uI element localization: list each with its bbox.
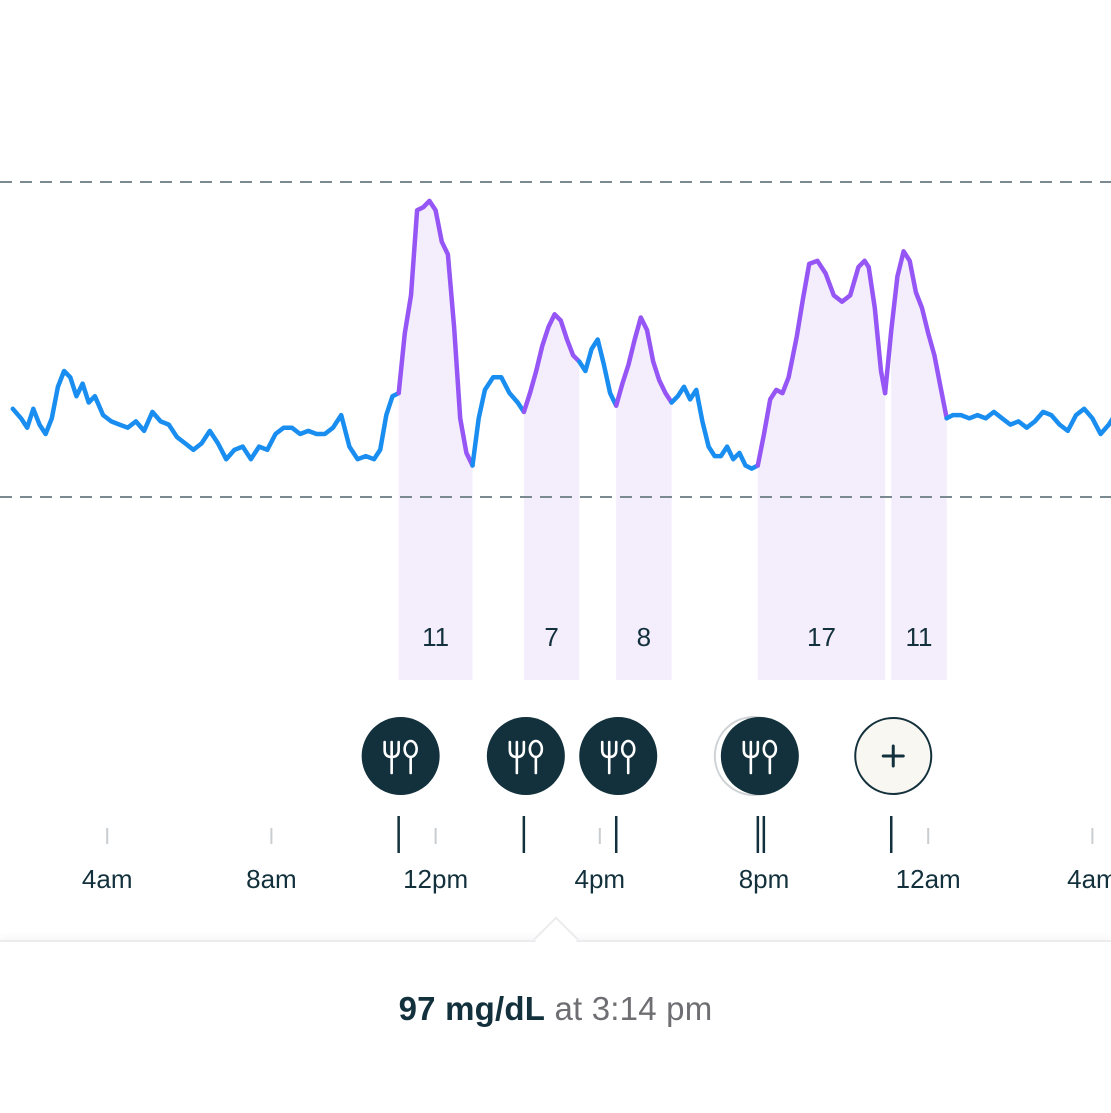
glucose-series xyxy=(10,198,1111,471)
x-tick-label-2: 8am xyxy=(246,864,297,894)
glucose-line-segment-6 xyxy=(613,315,674,408)
glucose-line-segment-5 xyxy=(577,337,619,408)
glucose-reading: 97 mg/dL at 3:14 pm xyxy=(0,990,1111,1028)
fork-knife-icon xyxy=(742,739,778,775)
meal-score-5: 11 xyxy=(906,622,933,652)
meal-windows xyxy=(398,200,947,681)
meal-window-3 xyxy=(616,317,672,680)
meal-marker-3[interactable] xyxy=(579,717,658,795)
meal-score-2: 7 xyxy=(544,622,558,652)
fork-knife-icon xyxy=(383,739,418,775)
glucose-line-segment-4 xyxy=(521,312,582,415)
x-tick-label-1: 4am xyxy=(82,864,133,894)
fork-knife-icon xyxy=(508,739,544,775)
target-range-lines xyxy=(0,181,1111,498)
glucose-line-segment-7 xyxy=(669,384,761,471)
glucose-line-segment-1 xyxy=(10,368,401,462)
glucose-line-segment-3 xyxy=(470,375,527,468)
meal-scores: 11 7 8 17 11 xyxy=(422,622,932,652)
meal-score-4: 17 xyxy=(807,622,836,652)
x-tick-label-4: 4pm xyxy=(575,864,626,894)
meal-score-1: 11 xyxy=(422,622,449,652)
reading-value: 97 mg/dL xyxy=(398,990,546,1027)
glucose-line-segment-8 xyxy=(755,258,888,468)
glucose-line-segment-2 xyxy=(396,198,475,468)
x-tick-label-6: 12am xyxy=(896,864,961,894)
x-tick-label-5: 8pm xyxy=(739,864,790,894)
add-meal-button[interactable] xyxy=(854,717,933,795)
meal-marker-4[interactable] xyxy=(713,716,799,796)
meal-window-4 xyxy=(757,260,886,680)
meal-score-3: 8 xyxy=(637,622,651,652)
glucose-line-segment-9 xyxy=(882,249,949,421)
fork-knife-icon xyxy=(600,739,636,775)
time-axis: 4am 8am 12pm 4pm 8pm 12am 4am xyxy=(82,816,1111,894)
meal-window-1 xyxy=(398,200,473,680)
meal-markers[interactable] xyxy=(361,716,933,796)
x-tick-label-7: 4am xyxy=(1067,864,1111,894)
meal-marker-1[interactable] xyxy=(361,717,440,795)
meal-window-5 xyxy=(891,251,947,681)
glucose-line-segment-10 xyxy=(944,406,1111,437)
meal-marker-2[interactable] xyxy=(486,717,565,795)
plus-icon xyxy=(881,744,905,768)
x-tick-label-3: 12pm xyxy=(403,864,468,894)
reading-time: at 3:14 pm xyxy=(554,990,713,1027)
